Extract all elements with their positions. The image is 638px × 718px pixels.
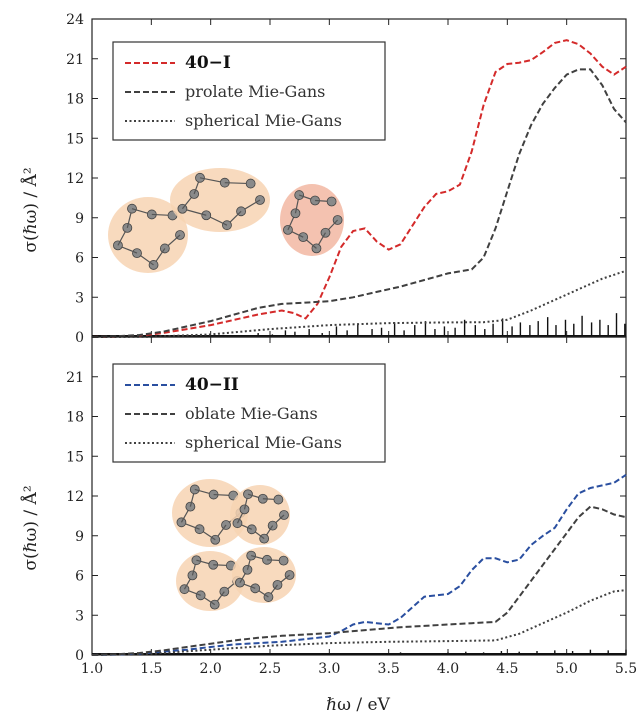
y-tick-label: 21 (66, 52, 84, 68)
legend: 40−I prolate Mie-Gans spherical Mie-Gans (112, 41, 386, 141)
y-tick-label: 9 (75, 211, 84, 227)
y-tick-label: 12 (66, 489, 84, 505)
atom (326, 196, 337, 207)
y-tick-label: 3 (75, 290, 84, 306)
series-line (91, 39, 627, 338)
y-tick-label: 0 (75, 330, 84, 346)
y-tick-label: 15 (66, 131, 84, 147)
y-tick-label: 21 (66, 370, 84, 386)
y-tick-label: 15 (66, 449, 84, 465)
cluster-shell (170, 168, 270, 232)
atom (122, 222, 133, 233)
x-tick-label: 3.5 (378, 661, 400, 677)
x-tick-label: 3.0 (318, 661, 340, 677)
cluster-illustration (172, 479, 296, 611)
legend-label: 40−I (185, 53, 231, 73)
legend-label: oblate Mie-Gans (185, 404, 318, 423)
y-tick-label: 0 (75, 648, 84, 664)
atom (278, 555, 289, 566)
legend-label: spherical Mie-Gans (185, 111, 342, 130)
cluster-illustration (108, 168, 344, 273)
top-panel: 0 3 6 9 12 15 18 21 24 40−I prolate Mie-Gans spheri… (66, 12, 627, 346)
x-tick-label: 4.5 (496, 661, 518, 677)
y-tick-label: 24 (66, 12, 84, 28)
legend-box (112, 41, 386, 141)
series-line (91, 505, 627, 656)
legend-label: prolate Mie-Gans (185, 82, 325, 101)
y-axis-title-bottom: σ(ℏω) / Å² (20, 485, 41, 570)
atom (245, 178, 256, 189)
series-line (91, 473, 627, 656)
series-line (91, 269, 627, 338)
x-axis-title: ℏω / eV (326, 695, 390, 715)
y-tick-label: 12 (66, 171, 84, 187)
y-tick-label: 18 (66, 92, 84, 108)
x-tick-label: 1.0 (81, 661, 103, 677)
legend-label: 40−II (185, 375, 239, 395)
legend: 40−II oblate Mie-Gans spherical Mie-Gans (112, 363, 386, 463)
series-line (91, 68, 627, 338)
bottom-panel: 1.0 1.5 2.0 2.5 3.0 3.5 4.0 4.5 5.0 5.5 0 3 6 9 12 15 18… (66, 336, 637, 677)
y-tick-label: 9 (75, 529, 84, 545)
y-axis-title-top: σ(ℏω) / Å² (20, 167, 41, 252)
atom (250, 583, 261, 594)
atom (273, 494, 284, 505)
y-tick-label: 18 (66, 410, 84, 426)
y-tick-label: 6 (75, 251, 84, 267)
atom (239, 504, 250, 515)
x-tick-label: 5.0 (556, 661, 578, 677)
x-tick-label: 2.0 (200, 661, 222, 677)
x-tick-label: 4.0 (437, 661, 459, 677)
x-tick-label: 2.5 (259, 661, 281, 677)
y-tick-label: 6 (75, 569, 84, 585)
x-tick-label: 1.5 (140, 661, 162, 677)
y-tick-label: 3 (75, 608, 84, 624)
x-tick-label: 5.5 (615, 661, 637, 677)
legend-box (112, 363, 386, 463)
legend-label: spherical Mie-Gans (185, 433, 342, 452)
